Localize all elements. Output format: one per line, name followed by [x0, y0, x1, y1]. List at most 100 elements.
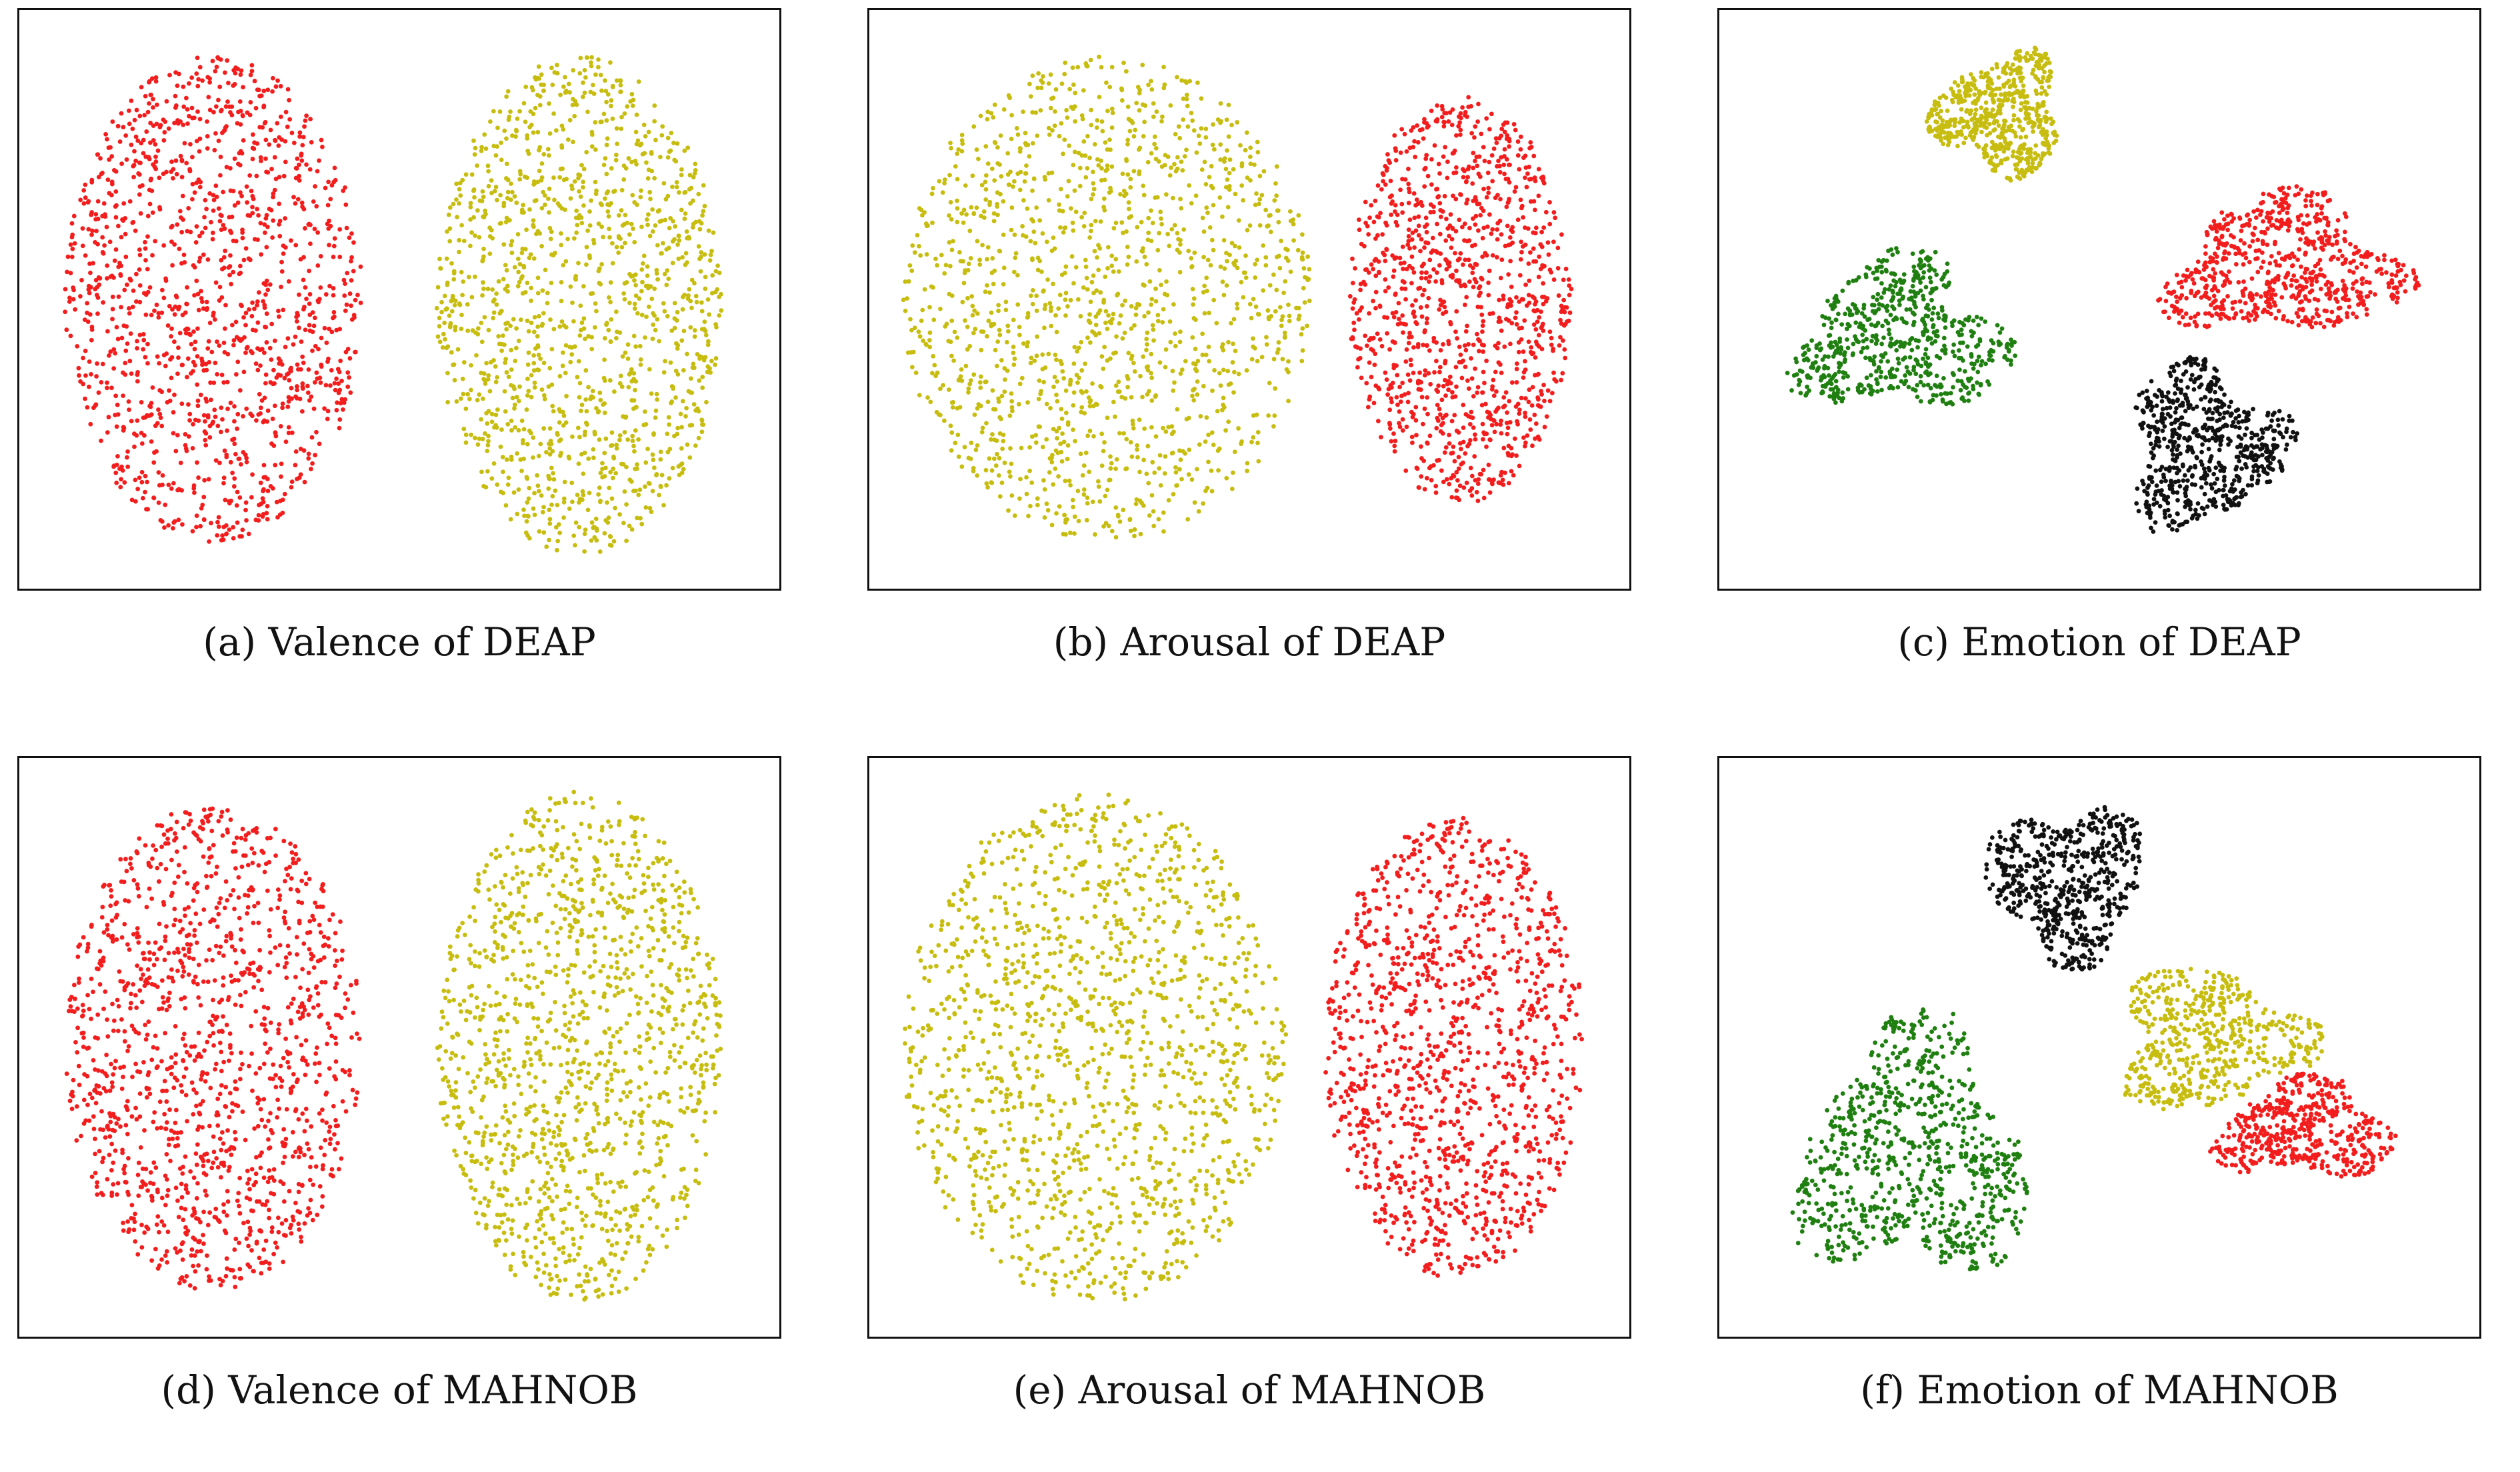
data-point [141, 137, 146, 143]
data-point [93, 240, 97, 245]
data-point [463, 406, 469, 411]
data-point [609, 103, 613, 109]
data-point [169, 355, 175, 360]
data-point [1097, 246, 1103, 251]
data-point [170, 223, 175, 229]
data-point [303, 285, 308, 290]
data-point [148, 121, 153, 125]
data-point [556, 522, 561, 527]
data-point [1516, 349, 1521, 355]
data-point [1068, 530, 1073, 535]
data-point [1485, 224, 1490, 229]
data-point [1172, 380, 1177, 385]
data-point [1015, 132, 1021, 137]
data-point [999, 174, 1004, 179]
data-point [1241, 197, 1246, 203]
data-point [498, 193, 503, 198]
data-point [995, 451, 999, 457]
data-point [1257, 173, 1263, 179]
data-point [1307, 267, 1312, 272]
data-point [105, 177, 111, 183]
data-point [997, 415, 1003, 420]
data-point [273, 463, 278, 468]
data-point [343, 349, 349, 355]
data-point [231, 536, 236, 541]
data-point [234, 372, 239, 377]
data-point [1081, 139, 1087, 144]
data-point [700, 213, 705, 218]
data-point [149, 313, 154, 317]
data-point [163, 119, 168, 125]
data-point [1544, 414, 1549, 419]
data-point [150, 210, 155, 215]
data-point [209, 521, 213, 525]
data-point [1482, 158, 1487, 163]
data-point [568, 196, 573, 201]
data-point [1011, 344, 1016, 349]
data-point [345, 370, 351, 375]
data-point [243, 500, 249, 505]
data-point [109, 154, 115, 159]
data-point [192, 265, 197, 270]
data-point [551, 409, 556, 414]
data-point [1220, 342, 1225, 347]
data-point [632, 278, 637, 283]
data-point [493, 153, 499, 158]
data-point [1376, 259, 1381, 264]
data-point [149, 439, 154, 444]
data-point [1203, 182, 1209, 187]
data-point [1025, 400, 1030, 405]
data-point [264, 340, 269, 345]
data-point [201, 495, 207, 499]
data-point [1071, 403, 1076, 408]
data-point [573, 520, 579, 525]
data-point [997, 249, 1003, 254]
data-point [547, 210, 551, 215]
data-point [1061, 230, 1066, 235]
data-point [1294, 305, 1299, 311]
data-point [1162, 163, 1167, 168]
data-point [649, 509, 654, 515]
data-point [946, 339, 951, 344]
data-point [1061, 151, 1065, 157]
data-point [347, 356, 353, 361]
data-point [474, 353, 479, 358]
data-point [1441, 342, 1445, 347]
data-point [1165, 231, 1171, 237]
data-point [263, 372, 269, 377]
data-point [1144, 347, 1149, 353]
data-point [1523, 440, 1528, 445]
data-point [250, 145, 255, 151]
data-point [1182, 154, 1187, 159]
data-point [1480, 329, 1485, 334]
data-point [1187, 79, 1193, 84]
data-point [192, 347, 197, 351]
data-point [531, 256, 537, 261]
data-point [475, 326, 481, 331]
data-point [634, 141, 639, 147]
data-point [1383, 277, 1388, 282]
data-point [1190, 287, 1195, 291]
data-point [250, 300, 255, 305]
data-point [145, 289, 151, 295]
data-point [1409, 335, 1414, 339]
data-point [1444, 477, 1449, 482]
data-point [673, 224, 678, 229]
data-point [322, 406, 327, 411]
data-point [949, 430, 955, 435]
data-point [1392, 449, 1397, 454]
data-point [1257, 197, 1263, 202]
data-point [135, 379, 140, 384]
data-point [598, 397, 603, 403]
data-point [148, 405, 153, 409]
data-point [207, 435, 213, 440]
data-point [111, 167, 117, 173]
data-point [1491, 377, 1496, 383]
data-point [71, 287, 76, 293]
data-point [1527, 417, 1533, 422]
data-point [1221, 293, 1227, 298]
data-point [1018, 146, 1023, 151]
data-point [1431, 267, 1436, 272]
data-point [341, 277, 347, 283]
data-point [555, 547, 559, 553]
